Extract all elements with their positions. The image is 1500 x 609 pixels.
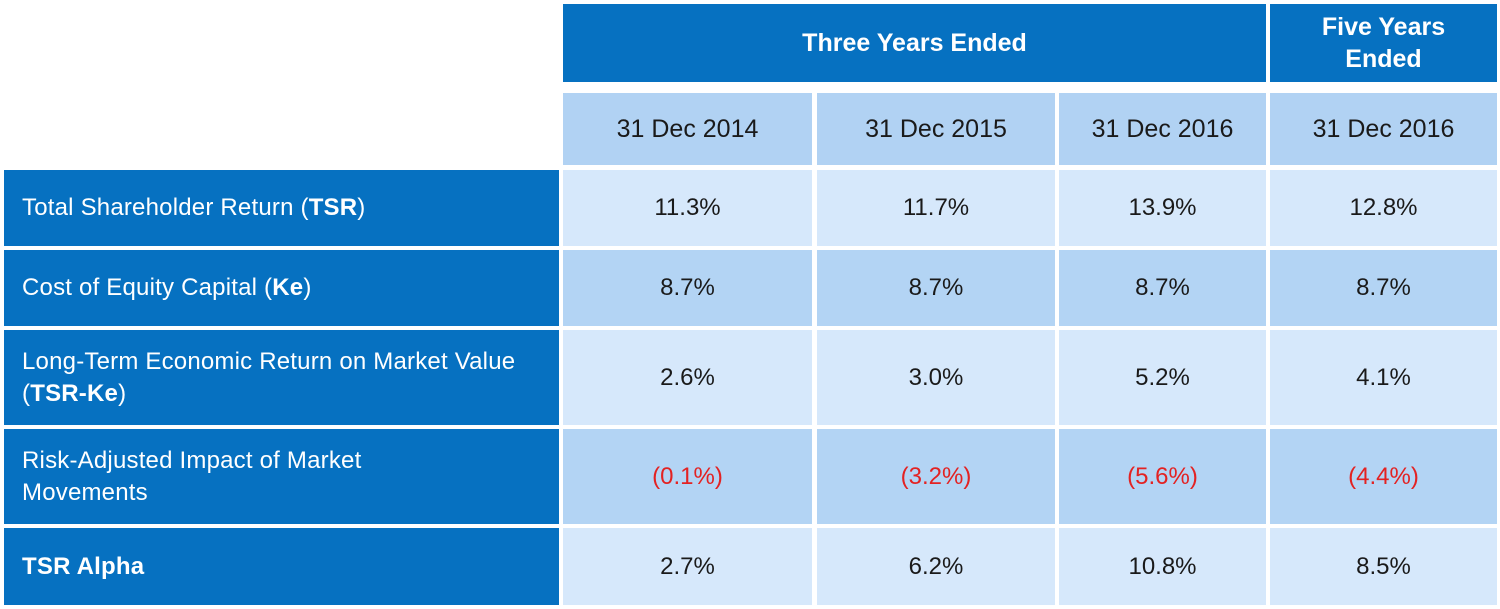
row-label-risk-adjusted-impact: Risk-Adjusted Impact of Market Movements bbox=[4, 429, 559, 524]
table-cell: 5.2% bbox=[1059, 330, 1266, 425]
row-label-tsr: Total Shareholder Return (TSR) bbox=[4, 170, 559, 246]
table-cell-negative: (4.4%) bbox=[1270, 429, 1497, 524]
column-header-label: 31 Dec 2014 bbox=[616, 114, 759, 143]
table-cell: 13.9% bbox=[1059, 170, 1266, 246]
row-label-tsr-ke: Long-Term Economic Return on Market Valu… bbox=[4, 330, 559, 425]
header-five-years-label: Five Years Ended bbox=[1321, 13, 1446, 73]
column-header-label: 31 Dec 2015 bbox=[865, 114, 1007, 143]
table-cell: 8.7% bbox=[817, 250, 1055, 326]
table-cell: 4.1% bbox=[1270, 330, 1497, 425]
row-label-text: Cost of Equity Capital (Ke) bbox=[22, 274, 312, 301]
column-header-1: 31 Dec 2014 bbox=[563, 93, 812, 165]
table-cell: 10.8% bbox=[1059, 528, 1266, 605]
table-cell: 11.7% bbox=[817, 170, 1055, 246]
table-cell: 8.7% bbox=[563, 250, 812, 326]
row-label-text: TSR Alpha bbox=[22, 552, 145, 580]
column-header-4: 31 Dec 2016 bbox=[1270, 93, 1497, 165]
column-header-3: 31 Dec 2016 bbox=[1059, 93, 1266, 165]
table-cell: 2.6% bbox=[563, 330, 812, 425]
header-three-years-ended: Three Years Ended bbox=[563, 4, 1266, 82]
column-header-2: 31 Dec 2015 bbox=[817, 93, 1055, 165]
header-five-years-ended: Five Years Ended bbox=[1270, 4, 1497, 82]
table-cell: 6.2% bbox=[817, 528, 1055, 605]
row-label-text: Long-Term Economic Return on Market Valu… bbox=[22, 347, 516, 407]
table-cell: 12.8% bbox=[1270, 170, 1497, 246]
header-three-years-label: Three Years Ended bbox=[802, 29, 1027, 57]
column-header-label: 31 Dec 2016 bbox=[1312, 114, 1455, 143]
table-cell-negative: (0.1%) bbox=[563, 429, 812, 524]
row-label-text: Total Shareholder Return (TSR) bbox=[22, 194, 366, 221]
table-cell-negative: (3.2%) bbox=[817, 429, 1055, 524]
table-cell: 11.3% bbox=[563, 170, 812, 246]
table-cell: 8.7% bbox=[1270, 250, 1497, 326]
column-header-label: 31 Dec 2016 bbox=[1091, 114, 1234, 143]
row-label-ke: Cost of Equity Capital (Ke) bbox=[4, 250, 559, 326]
table-cell: 3.0% bbox=[817, 330, 1055, 425]
table-cell: 8.7% bbox=[1059, 250, 1266, 326]
table-cell: 2.7% bbox=[563, 528, 812, 605]
table-cell-negative: (5.6%) bbox=[1059, 429, 1266, 524]
row-label-text: Risk-Adjusted Impact of Market Movements bbox=[22, 446, 362, 506]
row-label-tsr-alpha: TSR Alpha bbox=[4, 528, 559, 605]
table-cell: 8.5% bbox=[1270, 528, 1497, 605]
